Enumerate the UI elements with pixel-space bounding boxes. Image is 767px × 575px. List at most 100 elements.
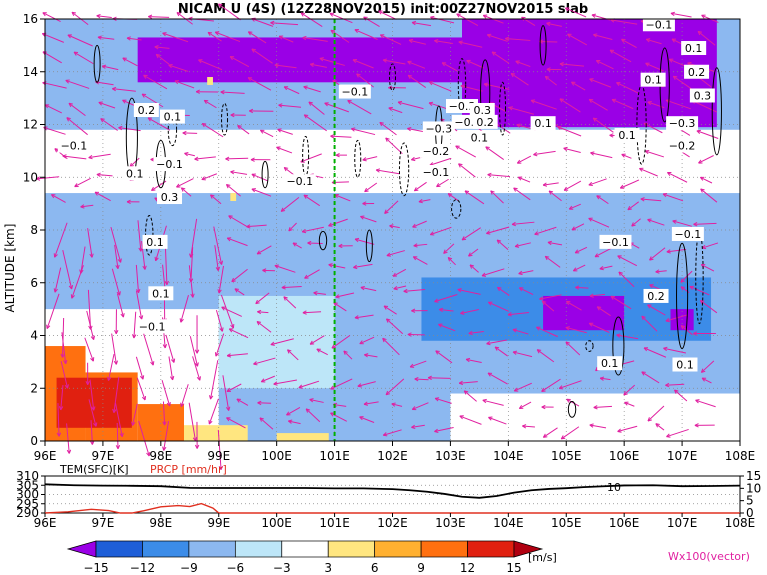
wind-vector [260, 129, 274, 138]
wind-vector-head [218, 466, 222, 470]
wind-vector-head [219, 328, 223, 332]
wind-vector-head [154, 256, 157, 261]
wind-vector-head [392, 272, 396, 277]
wind-vector [609, 49, 632, 63]
wind-vector [460, 308, 479, 314]
wind-vector-head [73, 51, 77, 56]
wind-vector-head [307, 242, 312, 246]
wind-vector-head [541, 300, 545, 306]
wind-vector [87, 289, 92, 330]
wind-vector-head [343, 350, 348, 353]
wind-vector-head [309, 398, 314, 401]
wind-vector [701, 377, 712, 384]
wind-vector-head [382, 59, 387, 63]
wind-vector-head [391, 403, 396, 407]
y-tick-label: 2 [30, 381, 38, 395]
wind-vector-head [592, 117, 596, 122]
wind-vector-head [88, 325, 92, 330]
wind-vector-head [665, 318, 670, 322]
wind-vector-head [300, 12, 304, 17]
wind-vector-head [281, 285, 286, 289]
wind-vector-head [393, 288, 398, 291]
wind-vector-head [486, 343, 491, 346]
wind-vector-head [411, 310, 416, 313]
wind-vector-head [249, 110, 254, 114]
wind-vector [162, 401, 166, 426]
wind-vector-head [591, 14, 596, 18]
x-tick-label: 105E [551, 449, 582, 463]
wind-vector [624, 401, 635, 407]
wind-vector-head [407, 61, 411, 65]
wind-vector-head [54, 254, 58, 258]
contour-label-bg [419, 164, 452, 179]
wind-vector [631, 218, 641, 227]
wind-vector-head [645, 62, 649, 67]
wind-vector [225, 157, 249, 160]
wind-vector [330, 378, 353, 390]
wind-vector-head [67, 34, 71, 39]
wind-vector-head [700, 188, 703, 193]
wind-vector [180, 384, 189, 407]
wind-vector [330, 29, 350, 43]
wind-vector [330, 412, 348, 422]
wind-vector [111, 268, 121, 296]
wind-vector [383, 59, 406, 65]
wind-vector-head [672, 76, 676, 80]
wind-vector [536, 326, 558, 338]
wind-vector-head [407, 75, 411, 80]
wind-vector-head [335, 152, 340, 156]
sub-left-tick-label: 305 [16, 478, 39, 492]
wind-vector-head [644, 150, 649, 155]
wind-vector-head [210, 395, 214, 400]
wind-vector-head [388, 107, 392, 112]
wind-vector-head [192, 437, 196, 442]
wind-vector-head [309, 340, 313, 345]
wind-vector [588, 178, 607, 186]
wind-vector-head [458, 382, 464, 386]
wind-vector-head [162, 421, 166, 426]
wind-vector-head [518, 270, 523, 275]
colorbar-swatch [327, 540, 376, 558]
wind-vector [522, 425, 535, 428]
wind-vector [662, 193, 684, 202]
wind-vector-head [575, 285, 580, 288]
wind-vector-head [138, 247, 142, 252]
wind-vector-head [132, 422, 136, 426]
contour-label: 0.2 [138, 104, 156, 117]
wind-vector-head [255, 302, 260, 305]
wind-vector [184, 152, 195, 157]
wind-vector-head [667, 172, 671, 176]
wind-vector-head [246, 226, 251, 229]
wind-vector [693, 222, 717, 225]
wind-vector-head [324, 102, 328, 107]
wind-vector-head [458, 163, 461, 168]
wind-vector [84, 337, 94, 362]
wind-vector-head [516, 159, 521, 164]
wind-vector-head [196, 444, 200, 449]
wind-vector-head [335, 296, 340, 299]
contour-label: 0.1 [601, 357, 619, 370]
wind-vector-head [672, 219, 677, 222]
wind-vector-head [284, 167, 289, 169]
wind-vector [414, 378, 429, 381]
contour-label-bg [157, 190, 183, 205]
wind-vector-head [542, 184, 548, 187]
contour-line [365, 229, 373, 263]
wind-vector-head [237, 125, 242, 127]
wind-vector-head [663, 347, 667, 352]
wind-vector-head [623, 393, 628, 396]
colorbar-swatch [234, 540, 283, 558]
wind-vector [701, 264, 715, 272]
heat-region-5 [334, 214, 596, 278]
wind-vector-head [533, 154, 538, 157]
wind-vector-head [120, 258, 122, 263]
wind-vector-head [270, 22, 275, 26]
wind-vector-head [468, 332, 473, 336]
wind-vector [278, 35, 294, 43]
wind-vector [623, 384, 636, 396]
wind-vector [512, 328, 529, 335]
colorbar-swatch [420, 540, 468, 558]
wind-vector-head [544, 256, 548, 261]
wind-vector-head [357, 383, 362, 387]
wind-vector-head [496, 239, 500, 244]
